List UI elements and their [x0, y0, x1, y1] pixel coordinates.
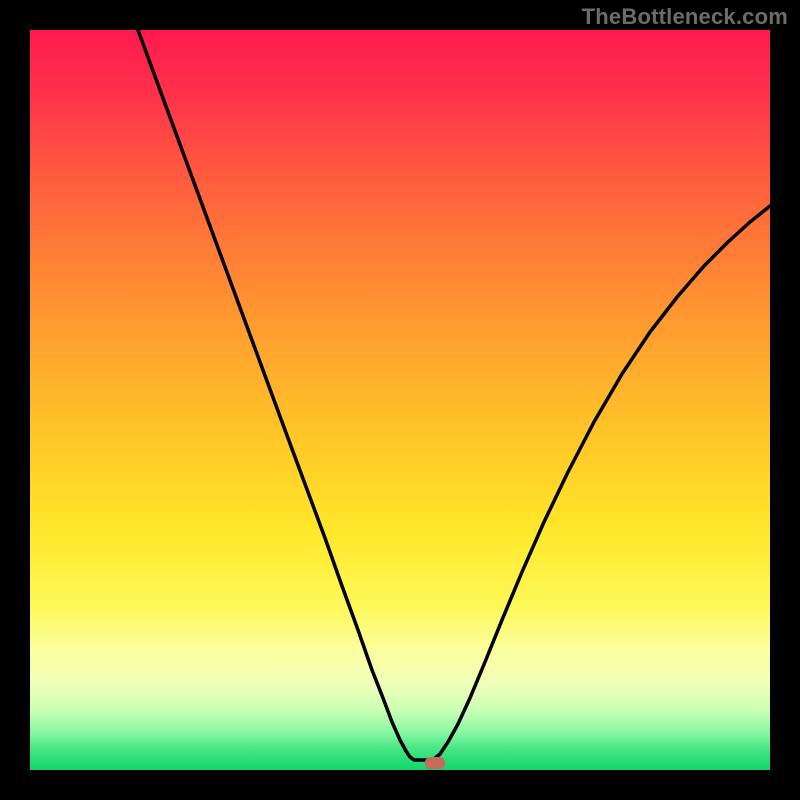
optimal-point-marker	[425, 757, 445, 769]
chart-frame: TheBottleneck.com	[0, 0, 800, 800]
bottleneck-curve	[30, 30, 770, 770]
watermark-text: TheBottleneck.com	[582, 4, 788, 30]
curve-path	[138, 30, 770, 760]
plot-area	[30, 30, 770, 770]
